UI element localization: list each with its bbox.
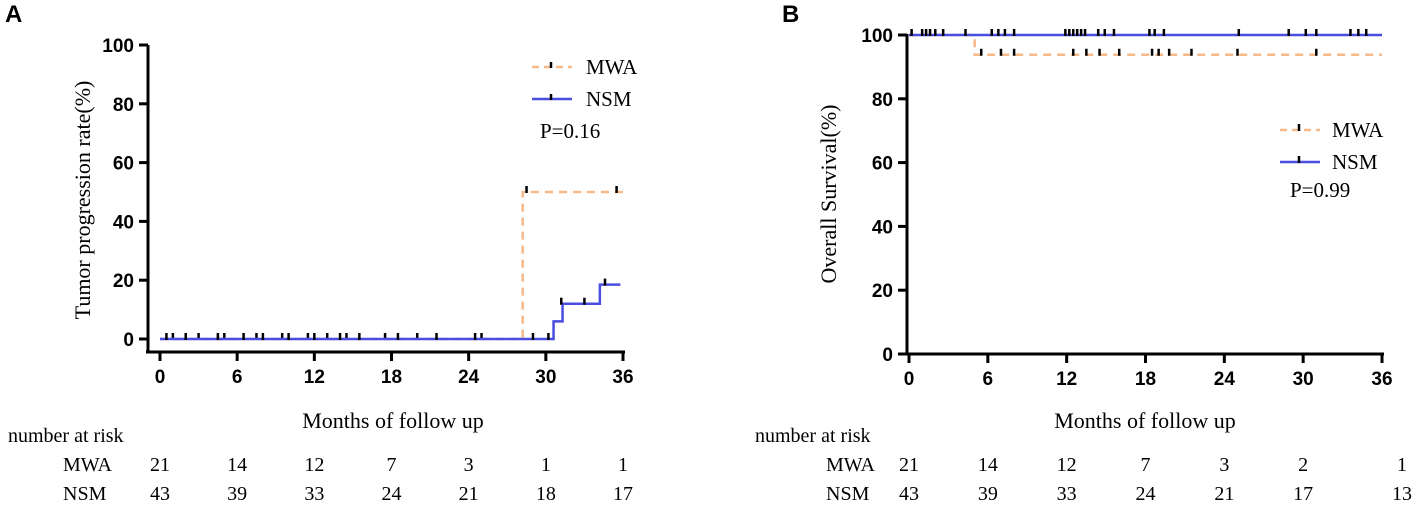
panel-a-p-value: P=0.16 [540,119,600,143]
panel-a-risk-nsm-label: NSM [63,483,107,505]
panel-a-y-tick-label: 60 [113,154,134,175]
panel-b-y-tick-label: 60 [872,154,893,175]
panel-a-x-tick-label: 30 [535,367,556,388]
panel-a-letter: A [5,1,22,28]
panel-b-risk-mwa-value: 21 [899,454,919,476]
panel-a-risk-mwa-value: 12 [304,454,324,476]
panel-b-risk-nsm-label: NSM [826,483,870,505]
panel-b-risk-mwa-value: 2 [1298,454,1308,476]
panel-b-risk-nsm-value: 21 [1214,483,1234,505]
panel-b: B Overall Survival(%) Months of follow u… [755,1,1412,505]
panel-b-ticks: 0 6 12 18 24 30 36 0 20 40 60 80 100 [861,26,1392,390]
panel-b-risk-nsm-value: 33 [1057,483,1077,505]
panel-b-risk-nsm-value: 43 [899,483,919,505]
panel-b-x-tick-label: 18 [1135,369,1156,390]
panel-a-risk-nsm-value: 17 [613,483,633,505]
panel-a-risk-table: number at risk MWA NSM 21 14 12 7 3 1 143 39 33 2… [8,425,633,505]
panel-a-legend: MWA NSM P=0.16 [532,55,638,143]
panel-b-x-tick-label: 12 [1056,369,1077,390]
panel-a-y-tick-label: 80 [113,95,134,116]
panel-a-ticks: 0 6 12 18 24 30 36 0 20 40 60 80 100 [102,36,633,388]
panel-a-series [160,186,623,341]
panel-a-x-tick-label: 24 [458,367,480,388]
panel-a-legend-mwa-label: MWA [586,55,638,79]
panel-a-y-tick-label: 20 [113,271,134,292]
panel-b-x-tick-label: 24 [1214,369,1236,390]
panel-b-risk-nsm-value: 39 [978,483,998,505]
panel-b-p-value: P=0.99 [1290,178,1350,202]
panel-b-risk-table: number at risk MWA NSM 21 14 12 7 3 2 143 39 33 2… [755,425,1412,505]
panel-a-risk-mwa-value: 14 [227,454,247,476]
panel-b-y-tick-label: 100 [861,26,893,47]
panel-a-risk-nsm-value: 33 [304,483,324,505]
panel-b-risk-nsm-value: 17 [1293,483,1313,505]
panel-b-risk-mwa-value: 1 [1397,454,1407,476]
panel-a-risk-header: number at risk [8,425,124,447]
panel-b-letter: B [782,1,799,28]
panel-b-risk-header: number at risk [755,425,871,447]
panel-a-risk-mwa-value: 3 [464,454,474,476]
panel-a-x-axis-title: Months of follow up [302,408,484,433]
panel-a-risk-nsm-value: 18 [536,483,556,505]
panel-b-x-tick-label: 30 [1293,369,1314,390]
panel-a-y-tick-label: 40 [113,212,134,233]
panel-a-legend-nsm-label: NSM [586,87,632,111]
panel-b-x-axis-title: Months of follow up [1054,408,1236,433]
panel-b-risk-mwa-value: 3 [1219,454,1229,476]
panel-b-y-tick-label: 20 [872,281,893,302]
panel-a-risk-mwa-value: 1 [541,454,551,476]
panel-a-series-mwa-line [160,190,623,341]
panel-b-y-tick-label: 40 [872,217,893,238]
panel-b-risk-mwa-label: MWA [826,454,875,476]
panel-b-x-tick-label: 6 [983,369,994,390]
panel-b-legend-mwa-label: MWA [1332,118,1384,142]
panel-a-x-tick-label: 6 [232,367,243,388]
panel-a-risk-mwa-value: 21 [150,454,170,476]
panel-a-x-tick-label: 36 [612,367,633,388]
panel-b-risk-mwa-value: 12 [1057,454,1077,476]
panel-a: A Tumor progression rate(%) Months of fo… [5,1,638,505]
panel-b-y-tick-label: 0 [882,345,893,366]
panel-a-x-tick-label: 0 [155,367,166,388]
panel-a-y-tick-label: 100 [102,36,134,57]
panel-a-risk-mwa-value: 7 [387,454,397,476]
panel-a-risk-nsm-value: 43 [150,483,170,505]
panel-b-x-tick-label: 0 [904,369,915,390]
panel-b-risk-nsm-value: 24 [1136,483,1156,505]
panel-a-series-nsm-line [160,283,621,341]
panel-a-risk-nsm-value: 39 [227,483,247,505]
panel-b-risk-mwa-value: 7 [1141,454,1151,476]
panel-b-y-axis-title: Overall Survival(%) [816,105,841,284]
panel-a-x-tick-label: 18 [381,367,402,388]
panel-a-risk-nsm-value: 21 [459,483,479,505]
panel-a-risk-values: 21 14 12 7 3 1 1 43 39 33 24 21 18 17 [150,454,633,505]
panel-a-y-axis-title: Tumor progression rate(%) [70,81,95,320]
panel-b-x-tick-label: 36 [1371,369,1392,390]
panel-b-risk-nsm-value: 13 [1392,483,1412,505]
panel-b-y-tick-label: 80 [872,90,893,111]
panel-b-risk-mwa-value: 14 [978,454,998,476]
panel-a-risk-mwa-label: MWA [63,454,112,476]
panel-b-legend: MWA NSM P=0.99 [1280,118,1384,202]
panel-b-legend-nsm-label: NSM [1332,150,1378,174]
panel-a-risk-nsm-value: 24 [382,483,402,505]
panel-b-risk-values: 21 14 12 7 3 2 143 39 33 24 21 17 13 [899,454,1412,505]
panel-a-y-tick-label: 0 [123,330,134,351]
panel-b-series [909,29,1382,57]
panel-a-risk-mwa-value: 1 [618,454,628,476]
panel-a-x-tick-label: 12 [304,367,325,388]
panel-b-series-mwa-line [909,33,1382,57]
